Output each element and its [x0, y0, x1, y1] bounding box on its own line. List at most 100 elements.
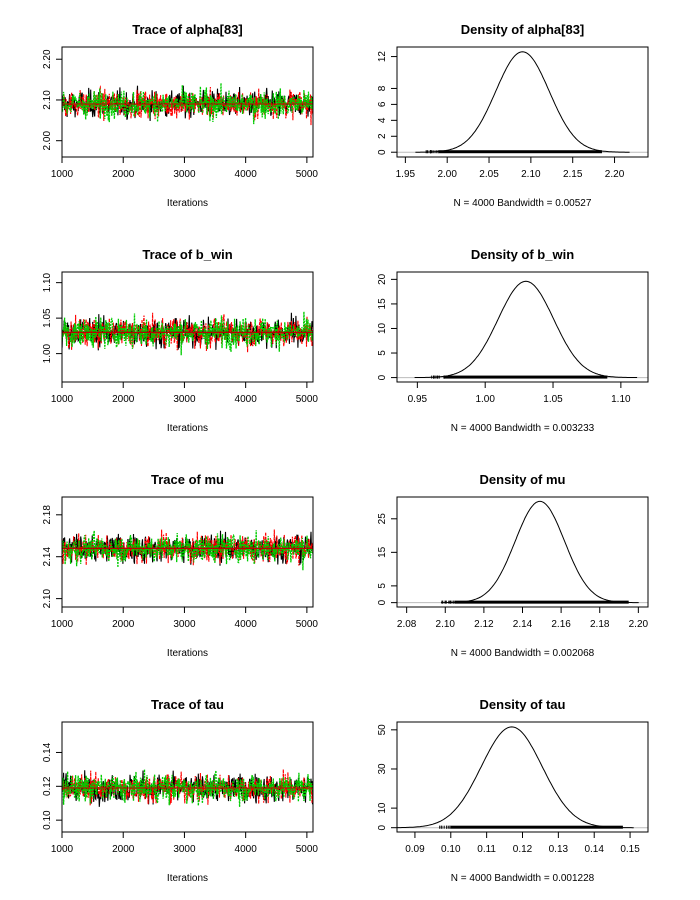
- x-tick-label: 3000: [173, 394, 196, 405]
- y-tick-label: 0.12: [42, 776, 53, 796]
- plot-frame: [396, 496, 649, 608]
- y-tick-label: 8: [377, 85, 388, 91]
- rug: [444, 375, 608, 379]
- x-tick-label: 0.12: [513, 844, 533, 855]
- trace-series-line: [62, 311, 313, 356]
- panel-title: Density of mu: [480, 472, 566, 487]
- panel-title: Density of b_win: [471, 247, 574, 262]
- y-tick-label: 15: [377, 298, 388, 310]
- x-axis-label: Iterations: [167, 198, 208, 209]
- x-tick-label: 1000: [51, 619, 74, 630]
- density-panel: Density of tau 0.09 0.10 0.11 0.12 0.13 0.14 0.…: [377, 697, 649, 884]
- x-tick-label: 2000: [112, 394, 135, 405]
- x-tick-label: 2.20: [605, 169, 625, 180]
- x-tick-label: 0.10: [441, 844, 461, 855]
- y-tick-label: 2.18: [42, 505, 53, 525]
- plot-data: [62, 769, 313, 808]
- panel-title: Trace of tau: [151, 697, 224, 712]
- x-tick-label: 2000: [112, 169, 135, 180]
- rug: [450, 825, 623, 829]
- x-axis-label: N = 4000 Bandwidth = 0.00527: [454, 198, 592, 209]
- y-tick-label: 12: [377, 51, 388, 63]
- y-tick-label: 10: [377, 322, 388, 334]
- y-tick-label: 0: [377, 374, 388, 380]
- y-tick-label: 2.10: [42, 90, 53, 110]
- x-tick-label: 5000: [296, 619, 319, 630]
- x-tick-label: 3000: [173, 619, 196, 630]
- x-tick-label: 0.14: [584, 844, 604, 855]
- y-tick-label: 2.10: [42, 588, 53, 608]
- x-tick-label: 1000: [51, 169, 74, 180]
- x-tick-label: 2.10: [521, 169, 541, 180]
- x-tick-label: 1.95: [396, 169, 416, 180]
- plot-data: [397, 726, 648, 829]
- x-tick-label: 5000: [296, 169, 319, 180]
- plot-frame: [61, 46, 314, 158]
- plot-frame: [396, 721, 649, 833]
- density-panel: Density of b_win 0.95 1.00 1.05 1.10 0 5 10 15 20…: [377, 247, 649, 434]
- x-tick-label: 0.13: [549, 844, 569, 855]
- x-tick-label: 2.14: [513, 619, 533, 630]
- density-panel: Density of mu 2.08 2.10 2.12 2.14 2.16 2.18 2.2…: [377, 472, 649, 659]
- x-tick-label: 0.95: [408, 394, 428, 405]
- y-tick-label: 1.00: [42, 343, 53, 363]
- x-tick-label: 3000: [173, 169, 196, 180]
- trace-series-line: [62, 530, 313, 571]
- plot-data: [397, 500, 648, 604]
- x-axis-label: Iterations: [167, 873, 208, 884]
- x-axis-label: N = 4000 Bandwidth = 0.003233: [451, 423, 595, 434]
- x-tick-label: 1000: [51, 844, 74, 855]
- y-tick-label: 30: [377, 763, 388, 775]
- x-tick-label: 4000: [235, 844, 258, 855]
- y-tick-label: 0.10: [42, 810, 53, 830]
- y-tick-label: 6: [377, 101, 388, 107]
- x-tick-label: 2.12: [474, 619, 494, 630]
- x-tick-label: 2.08: [397, 619, 417, 630]
- density-curve: [414, 280, 638, 378]
- y-tick-label: 0: [377, 824, 388, 830]
- trace-series-line: [62, 769, 313, 808]
- panel-title: Trace of mu: [151, 472, 224, 487]
- y-tick-label: 20: [377, 273, 388, 285]
- plot-frame: [396, 271, 649, 383]
- x-tick-label: 4000: [235, 169, 258, 180]
- y-tick-label: 2: [377, 133, 388, 139]
- trace-panel: Trace of b_win 1000 2000 3000 4000 5000 1.00 1.…: [42, 247, 318, 434]
- y-tick-label: 0.14: [42, 742, 53, 762]
- x-tick-label: 2.18: [590, 619, 610, 630]
- x-tick-label: 1000: [51, 394, 74, 405]
- y-tick-label: 2.20: [42, 49, 53, 69]
- y-tick-label: 0: [377, 149, 388, 155]
- y-tick-label: 25: [377, 513, 388, 525]
- trace-panel: Trace of tau 1000 2000 3000 4000 5000 0.10 0.12…: [42, 697, 318, 884]
- x-tick-label: 0.09: [405, 844, 425, 855]
- y-tick-label: 15: [377, 546, 388, 558]
- density-curve: [397, 726, 634, 829]
- panel-title: Trace of alpha[83]: [132, 22, 243, 37]
- density-panel: Density of alpha[83] 1.95 2.00 2.05 2.10 2.15…: [377, 22, 649, 209]
- trace-panel: Trace of alpha[83] 1000 2000 3000 4000 5000 2.…: [42, 22, 318, 209]
- y-tick-label: 1.05: [42, 308, 53, 328]
- x-tick-label: 2.15: [563, 169, 583, 180]
- x-tick-label: 0.11: [477, 844, 496, 855]
- x-tick-label: 2.20: [629, 619, 649, 630]
- x-tick-label: 2000: [112, 619, 135, 630]
- plot-data: [397, 51, 648, 154]
- x-tick-label: 2.00: [437, 169, 457, 180]
- plot-frame: [61, 496, 314, 608]
- x-axis-label: Iterations: [167, 423, 208, 434]
- x-tick-label: 5000: [296, 844, 319, 855]
- x-tick-label: 4000: [235, 619, 258, 630]
- y-tick-label: 5: [377, 350, 388, 356]
- x-tick-label: 1.10: [611, 394, 631, 405]
- plot-data: [397, 280, 648, 379]
- x-tick-label: 1.00: [475, 394, 495, 405]
- y-tick-label: 2.14: [42, 547, 53, 567]
- y-tick-label: 4: [377, 117, 388, 123]
- x-tick-label: 5000: [296, 394, 319, 405]
- y-tick-label: 1.10: [42, 272, 53, 292]
- x-tick-label: 2.16: [551, 619, 571, 630]
- plot-data: [62, 529, 313, 571]
- rug: [454, 600, 629, 604]
